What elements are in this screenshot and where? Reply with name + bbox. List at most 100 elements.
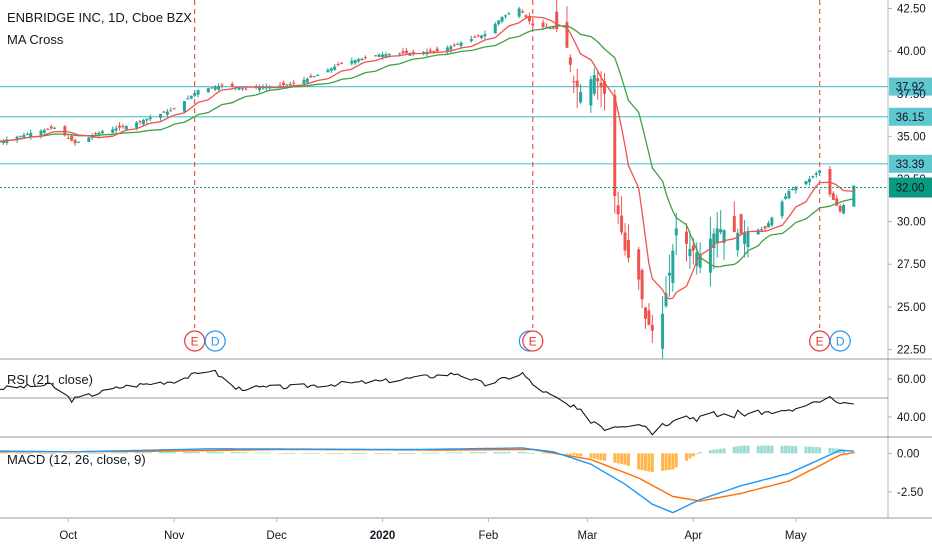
candle-body [124, 126, 128, 130]
macd-histogram-bar [814, 447, 818, 454]
candle-body [459, 42, 463, 46]
macd-histogram-bar [688, 453, 692, 459]
price-tick-label: 37.50 [897, 89, 926, 101]
candle-body [743, 232, 747, 244]
macd-histogram-bar [408, 453, 412, 454]
macd-histogram-bar [828, 448, 832, 454]
candle-body [398, 53, 402, 55]
earnings-marker-label: E [816, 335, 824, 349]
macd-histogram-bar [189, 451, 193, 454]
price-tick-label: 27.50 [897, 259, 926, 271]
rsi-tick-label: 60.00 [897, 374, 926, 386]
macd-histogram-bar [473, 452, 477, 454]
macd-histogram-bar [780, 445, 784, 454]
macd-histogram-bar [695, 453, 699, 455]
candle-body [97, 132, 101, 135]
macd-histogram-bar [42, 453, 46, 454]
candle-body [842, 204, 846, 214]
candle-body [572, 81, 576, 83]
candle-body [544, 26, 548, 28]
macd-histogram-bar [432, 452, 436, 454]
candle-body [469, 38, 473, 42]
candle-body [1, 140, 5, 144]
candle-body [599, 82, 603, 88]
ma-cross-legend[interactable]: MA Cross [7, 32, 64, 47]
candle-body [159, 113, 163, 118]
level-price-tag [889, 107, 932, 126]
candle-body [650, 324, 654, 331]
time-tick-label: Feb [478, 530, 498, 542]
macd-histogram-bar [193, 451, 197, 454]
candle-body [763, 226, 767, 229]
candle-body [831, 193, 835, 201]
macd-histogram-bar [794, 446, 798, 454]
candle-body [29, 132, 33, 137]
macd-histogram-bar [425, 452, 429, 454]
candle-body [476, 35, 480, 37]
macd-histogram-bar [521, 451, 525, 454]
macd-histogram-bar [842, 449, 846, 454]
candle-body [722, 229, 726, 243]
candle-body [715, 228, 719, 244]
macd-histogram-bar [182, 451, 186, 454]
macd-histogram-bar [746, 445, 750, 454]
macd-histogram-bar [459, 452, 463, 454]
candle-body [746, 232, 750, 248]
candle-body [363, 56, 367, 58]
level-price-tag [889, 154, 932, 173]
macd-histogram-bar [49, 453, 53, 455]
macd-histogram-bar [258, 452, 262, 454]
candle-body [360, 58, 364, 61]
macd-histogram-bar [135, 452, 139, 454]
candle-body [517, 8, 521, 17]
candle-body [288, 84, 292, 86]
candle-body [258, 87, 262, 91]
candle-body [357, 59, 361, 62]
candle-body [688, 248, 692, 257]
candle-body [145, 118, 149, 121]
candle-body [340, 62, 344, 64]
time-tick-label: Dec [266, 530, 287, 542]
candle-body [575, 80, 579, 87]
dividend-marker [829, 330, 851, 352]
macd-histogram-bar [118, 452, 122, 454]
macd-histogram-bar [237, 452, 241, 454]
macd-histogram-bar [363, 452, 367, 454]
candle-body [5, 139, 9, 144]
macd-histogram-bar [220, 451, 224, 454]
macd-histogram-bar [541, 452, 545, 454]
macd-histogram-bar [19, 452, 22, 454]
macd-histogram-bar [360, 452, 364, 454]
candle-body [640, 269, 644, 300]
macd-histogram-bar [671, 453, 675, 470]
candle-body [281, 82, 285, 85]
price-tick-label: 42.50 [897, 4, 926, 16]
candle-body [53, 127, 57, 129]
macd-histogram-bar [756, 445, 760, 454]
macd-histogram-bar [148, 452, 152, 454]
macd-histogram-bar [316, 452, 320, 454]
macd-histogram-bar [305, 452, 309, 454]
rsi-legend[interactable]: RSI (21, close) [7, 372, 93, 387]
macd-histogram-bar [766, 445, 770, 454]
macd-histogram-bar [807, 446, 811, 454]
macd-histogram-bar [500, 451, 504, 454]
candle-body [784, 196, 788, 199]
macd-legend[interactable]: MACD (12, 26, close, 9) [7, 452, 146, 467]
candle-body [480, 35, 484, 39]
candle-body [770, 217, 774, 226]
candle-body [719, 229, 723, 233]
candle-body [787, 190, 791, 199]
time-tick-label: Nov [164, 530, 185, 542]
macd-histogram-bar [691, 453, 695, 457]
candle-body [691, 245, 695, 251]
macd-histogram-bar [196, 451, 200, 454]
macd-histogram-bar [90, 453, 94, 455]
macd-histogram-bar [603, 453, 607, 461]
candle-body [664, 293, 668, 307]
macd-histogram-bar [599, 453, 603, 461]
macd-histogram-bar [401, 453, 405, 454]
candle-body [94, 133, 98, 135]
macd-histogram-bar [452, 452, 456, 454]
level-price-tag [889, 77, 932, 96]
